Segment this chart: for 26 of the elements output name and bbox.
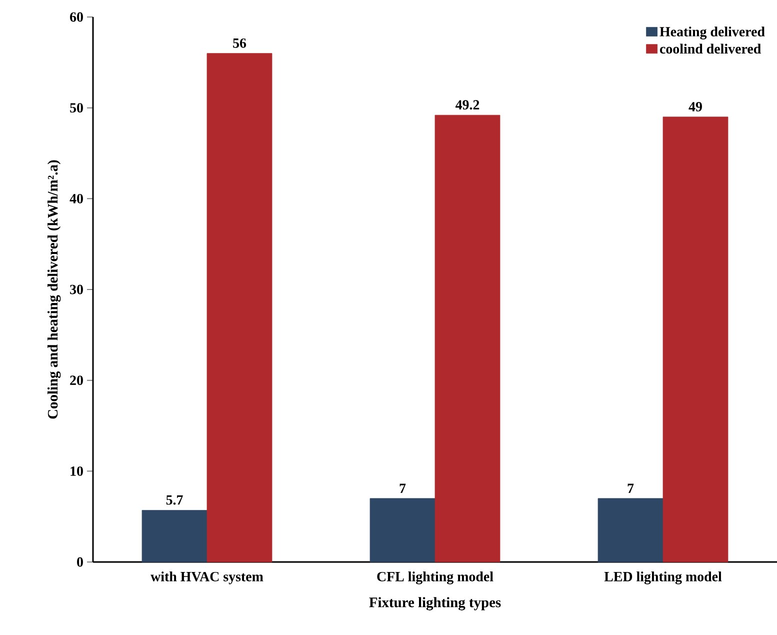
y-tick-label: 30 [70, 284, 83, 294]
y-tick-label: 0 [77, 557, 83, 567]
y-tick-label: 20 [70, 376, 83, 386]
data-label: 49 [688, 102, 702, 112]
bar [206, 53, 272, 562]
legend-label: Heating delivered [660, 26, 765, 40]
data-label: 56 [233, 38, 246, 48]
data-label: 5.7 [166, 495, 183, 505]
y-axis-title: Cooling and heating delivered (kWh/m².a) [47, 160, 61, 419]
data-label: 49.2 [455, 100, 480, 110]
bar [662, 116, 728, 562]
data-label: 7 [400, 484, 406, 493]
bar [142, 510, 208, 562]
x-tick-label: with HVAC system [150, 572, 264, 584]
y-tick-label: 10 [70, 466, 83, 476]
y-tick-label: 60 [70, 12, 83, 22]
bar [434, 114, 500, 562]
bar [598, 498, 664, 562]
bar [370, 498, 436, 562]
x-axis-title: Fixture lighting types [369, 597, 501, 610]
legend-label: coolind delivered [660, 44, 761, 54]
x-tick-label: LED lighting model [604, 572, 722, 584]
data-label: 7 [628, 484, 634, 493]
y-tick-label: 40 [70, 194, 83, 204]
y-tick-label: 50 [70, 103, 83, 113]
x-tick-label: CFL lighting model [377, 572, 494, 584]
